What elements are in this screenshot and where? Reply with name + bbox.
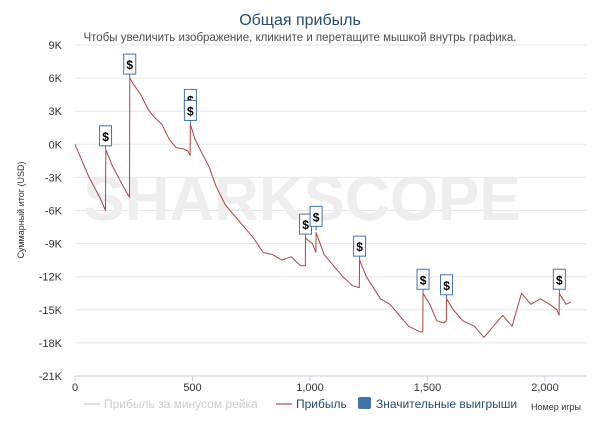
flag-label: $ bbox=[126, 58, 133, 72]
x-axis-ticks: 0 500 1,000 1,500 2,000 bbox=[72, 375, 586, 394]
flag-label: $ bbox=[420, 273, 427, 287]
y-axis-ticks: 9K 6K 3K 0K -3K -6K -9K -12K -15K -18K -21K bbox=[39, 40, 63, 383]
x-tick-label: 1,000 bbox=[296, 382, 324, 394]
y-tick-label: 6K bbox=[49, 73, 63, 85]
y-tick-label: -15K bbox=[39, 305, 63, 317]
y-tick-label: 9K bbox=[49, 40, 63, 52]
flag-box bbox=[552, 268, 566, 290]
flag-label: $ bbox=[443, 279, 450, 293]
y-tick-label: -12K bbox=[39, 272, 63, 284]
y-tick-label: -6K bbox=[45, 206, 63, 218]
flag-label: $ bbox=[302, 218, 309, 232]
big-win-flag[interactable]: $ bbox=[440, 274, 454, 299]
y-tick-label: -3K bbox=[45, 172, 63, 184]
legend-label-profit[interactable]: Прибыль bbox=[296, 397, 347, 411]
flag-label: $ bbox=[556, 273, 563, 287]
flag-box bbox=[353, 235, 367, 257]
y-tick-label: -9K bbox=[45, 239, 63, 251]
big-win-flag[interactable]: $ bbox=[99, 125, 113, 150]
legend-label-net-profit[interactable]: Прибыль за минусом рейка bbox=[104, 397, 258, 411]
flag-label: $ bbox=[313, 210, 320, 224]
chart-subtitle: Чтобы увеличить изображение, кликните и … bbox=[84, 32, 517, 44]
x-tick-label: 500 bbox=[183, 382, 201, 394]
chart-title: Общая прибыль bbox=[239, 12, 361, 29]
big-win-flag[interactable]: $ bbox=[353, 235, 367, 261]
big-win-flag[interactable]: $ bbox=[416, 268, 430, 294]
big-win-flag[interactable]: $ bbox=[299, 213, 313, 239]
series-layer bbox=[74, 77, 572, 338]
big-win-flag[interactable]: $ bbox=[309, 205, 323, 231]
y-tick-label: 3K bbox=[49, 106, 63, 118]
flag-box bbox=[309, 205, 323, 227]
big-win-flag[interactable]: $ bbox=[552, 268, 566, 294]
legend: Прибыль за минусом рейка Прибыль Значите… bbox=[84, 397, 517, 411]
flag-box bbox=[440, 274, 454, 296]
legend-label-big-wins[interactable]: Значительные выигрыши bbox=[376, 397, 517, 411]
y-axis-label: Суммарный итог (USD) bbox=[16, 161, 26, 258]
flag-label: $ bbox=[356, 240, 363, 254]
y-tick-label: -21K bbox=[39, 371, 63, 383]
y-tick-label: 0K bbox=[49, 139, 63, 151]
x-axis-label: Номер игры bbox=[531, 402, 581, 412]
flag-box bbox=[183, 99, 197, 121]
flag-box bbox=[123, 53, 137, 75]
profit-series-line[interactable] bbox=[74, 77, 572, 338]
big-win-flag[interactable]: $ bbox=[123, 53, 137, 79]
flag-box bbox=[416, 268, 430, 290]
legend-swatch-big-wins bbox=[358, 397, 371, 409]
x-tick-label: 2,000 bbox=[531, 382, 559, 394]
flag-box bbox=[99, 125, 113, 147]
flag-label: $ bbox=[102, 130, 109, 144]
y-tick-label: -18K bbox=[39, 338, 63, 350]
flag-label: $ bbox=[187, 104, 194, 118]
x-tick-label: 0 bbox=[72, 382, 78, 394]
x-tick-label: 1,500 bbox=[414, 382, 442, 394]
flags-layer: $$$$$$$$$$ bbox=[99, 53, 566, 299]
big-win-flag[interactable]: $ bbox=[183, 99, 197, 125]
